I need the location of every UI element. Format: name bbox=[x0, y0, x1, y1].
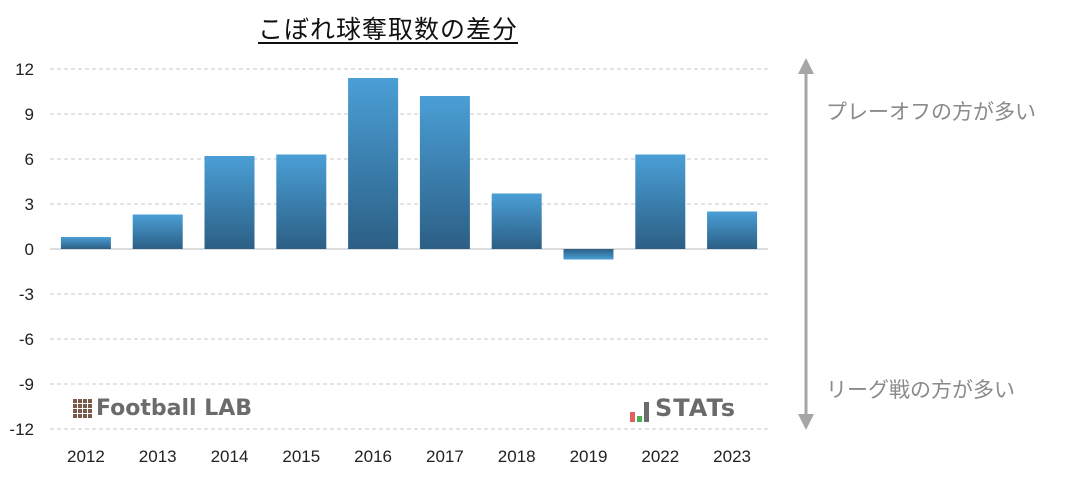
football-lab-grid-icon bbox=[73, 399, 92, 418]
y-tick-label: 9 bbox=[25, 105, 34, 124]
y-tick-label: 0 bbox=[25, 240, 34, 259]
x-tick-label: 2015 bbox=[282, 447, 320, 466]
y-tick-label: 6 bbox=[25, 150, 34, 169]
y-tick-labels: 12 9 6 3 0 -3 -6 -9 -12 bbox=[9, 60, 34, 439]
x-tick-label: 2016 bbox=[354, 447, 392, 466]
bar-2022 bbox=[635, 154, 686, 249]
direction-arrow bbox=[798, 58, 814, 430]
bar-2014 bbox=[204, 156, 255, 249]
arrow-head-up bbox=[798, 58, 814, 74]
y-tick-label: 12 bbox=[15, 60, 34, 79]
bar-2023 bbox=[707, 211, 758, 249]
x-tick-label: 2018 bbox=[498, 447, 536, 466]
x-tick-label: 2017 bbox=[426, 447, 464, 466]
stats-logo: STATs bbox=[630, 394, 736, 422]
x-tick-labels: 2012 2013 2014 2015 2016 2017 2018 2019 2022 2023 bbox=[67, 447, 751, 466]
chart-title: こぼれ球奪取数の差分 bbox=[258, 15, 519, 44]
y-tick-label: -6 bbox=[19, 330, 34, 349]
bar-2018 bbox=[491, 193, 542, 249]
x-tick-label: 2014 bbox=[211, 447, 249, 466]
bar-2019 bbox=[563, 249, 614, 260]
bar-2015 bbox=[276, 154, 327, 249]
y-tick-label: -3 bbox=[19, 285, 34, 304]
y-tick-label: -9 bbox=[19, 375, 34, 394]
y-tick-label: 3 bbox=[25, 195, 34, 214]
football-lab-logo: Football LAB bbox=[73, 396, 252, 421]
football-lab-logo-text: Football LAB bbox=[96, 396, 253, 421]
bars bbox=[60, 78, 758, 260]
stats-logo-text: STATs bbox=[655, 394, 736, 422]
annotation-playoff-more: プレーオフの方が多い bbox=[826, 100, 1036, 124]
bar-2017 bbox=[419, 96, 470, 249]
arrow-head-down bbox=[798, 414, 814, 430]
bar-2016 bbox=[348, 78, 399, 249]
stats-bars-icon bbox=[630, 400, 649, 422]
x-tick-label: 2023 bbox=[713, 447, 751, 466]
x-tick-label: 2013 bbox=[139, 447, 177, 466]
bar-2013 bbox=[132, 214, 183, 249]
x-tick-label: 2022 bbox=[641, 447, 679, 466]
bar-2012 bbox=[60, 237, 111, 249]
x-tick-label: 2012 bbox=[67, 447, 105, 466]
annotation-league-more: リーグ戦の方が多い bbox=[826, 378, 1015, 402]
x-tick-label: 2019 bbox=[570, 447, 608, 466]
y-tick-label: -12 bbox=[9, 420, 34, 439]
